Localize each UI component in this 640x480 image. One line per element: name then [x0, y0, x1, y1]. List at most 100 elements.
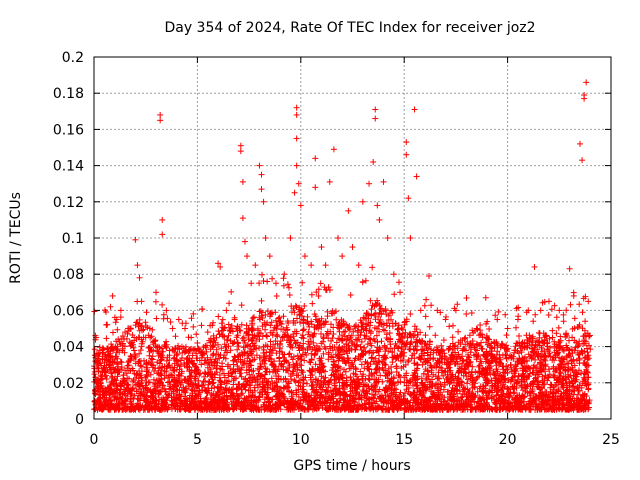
data-point [248, 280, 255, 287]
data-point [308, 262, 315, 269]
data-point [570, 292, 577, 299]
data-point [204, 329, 211, 336]
data-point [463, 311, 470, 318]
data-point [483, 334, 490, 341]
y-tick-label: 0.12 [53, 195, 84, 211]
data-point [256, 162, 263, 169]
data-point [545, 298, 552, 305]
x-tick-label: 20 [499, 432, 517, 448]
data-point [244, 253, 251, 260]
data-point [293, 162, 300, 169]
y-tick-label: 0.1 [62, 231, 84, 247]
data-point [525, 307, 532, 314]
x-axis-label: GPS time / hours [293, 458, 410, 474]
data-point [262, 235, 269, 241]
data-point [345, 207, 352, 214]
data-point [239, 215, 246, 222]
data-point [217, 263, 224, 270]
data-point [531, 263, 538, 270]
data-point [407, 235, 414, 241]
data-point [504, 325, 511, 332]
data-point [312, 155, 319, 162]
y-tick-label: 0 [75, 412, 84, 428]
data-point [566, 265, 573, 272]
data-point [266, 253, 273, 260]
dense-band-markers [91, 264, 594, 413]
data-point [359, 198, 366, 205]
data-point [237, 148, 244, 155]
data-point [376, 216, 383, 223]
x-tick-label: 25 [602, 432, 620, 448]
data-point [157, 111, 164, 118]
data-point [291, 189, 298, 196]
data-point [258, 186, 265, 193]
data-point [301, 253, 308, 260]
data-point [335, 235, 342, 241]
data-point [473, 325, 480, 332]
data-point [136, 274, 143, 281]
data-point [113, 316, 120, 323]
data-point [159, 216, 166, 223]
y-tick-label: 0.14 [53, 159, 84, 175]
x-tick-label: 15 [395, 432, 413, 448]
data-point [576, 140, 583, 147]
data-point [537, 307, 544, 314]
data-point [384, 235, 391, 241]
data-point [366, 180, 373, 187]
data-point [312, 184, 319, 191]
data-point [287, 235, 294, 241]
y-tick-label: 0.04 [53, 340, 84, 356]
data-point [297, 202, 304, 209]
data-point [318, 244, 325, 251]
data-point [583, 79, 590, 86]
data-point [374, 202, 381, 209]
y-tick-label: 0.06 [53, 303, 84, 319]
data-point [380, 178, 387, 185]
data-point [157, 117, 164, 124]
data-point [514, 316, 521, 323]
data-point [163, 307, 170, 314]
data-point [295, 180, 302, 187]
data-point [103, 321, 110, 328]
data-point [146, 325, 153, 332]
data-point [175, 316, 182, 323]
data-point [442, 316, 449, 323]
data-point [126, 325, 133, 332]
data-point [494, 316, 501, 323]
y-axis-label: ROTI / TECUs [8, 192, 24, 284]
data-point [403, 139, 410, 146]
data-point [117, 307, 124, 314]
data-point [585, 298, 592, 305]
data-point [241, 238, 248, 245]
y-tick-label: 0.18 [53, 86, 84, 102]
data-point [239, 178, 246, 185]
data-point [237, 142, 244, 149]
y-tick-label: 0.16 [53, 122, 84, 138]
data-point [293, 104, 300, 111]
data-point [109, 292, 116, 299]
data-point [579, 157, 586, 164]
data-point [339, 253, 346, 260]
data-point [349, 244, 356, 251]
data-point [99, 347, 106, 354]
data-point [355, 262, 362, 269]
y-tick-label: 0.02 [53, 376, 84, 392]
data-point [132, 236, 139, 243]
y-tick-label: 0.2 [62, 50, 84, 66]
data-point [159, 231, 166, 238]
data-point [556, 307, 563, 314]
data-point [134, 262, 141, 269]
x-tick-label: 10 [292, 432, 310, 448]
axis-ticks: 0 0.02 0.04 0.06 0.08 0.1 0.12 0.14 0.16 0.18 0.2 0… [53, 50, 620, 448]
data-point [107, 303, 114, 310]
data-point [258, 171, 265, 178]
data-point [581, 95, 588, 102]
data-point [293, 111, 300, 118]
data-point [390, 271, 397, 278]
data-point [403, 151, 410, 158]
data-point [326, 178, 333, 185]
data-point [260, 198, 267, 205]
data-point [252, 262, 259, 269]
data-point [142, 334, 149, 341]
